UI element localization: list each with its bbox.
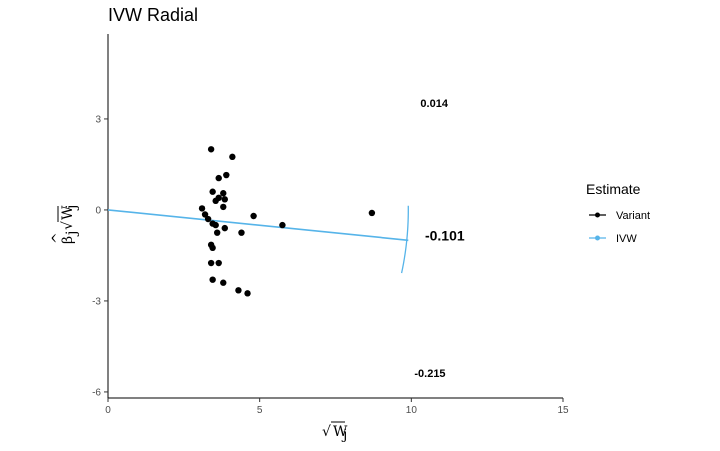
variant-point <box>207 146 215 153</box>
svg-text:√: √ <box>322 424 331 440</box>
legend-ivw-label: IVW <box>616 233 637 245</box>
variant-point <box>244 290 251 297</box>
ivw-line <box>107 209 409 242</box>
slope-annotation: -0.215 <box>414 368 445 380</box>
svg-text:j: j <box>64 231 80 237</box>
legend-variant-label: Variant <box>616 210 650 222</box>
variant-point <box>223 171 230 179</box>
tick-group: 0 5 10 15 3 0 -3 -6 <box>92 114 569 416</box>
variant-point <box>204 215 212 223</box>
variant-point <box>209 244 216 252</box>
legend: Estimate Variant IVW <box>586 181 650 245</box>
variant-point <box>207 259 215 267</box>
y-tick-label: -3 <box>92 296 101 307</box>
x-tick-label: 0 <box>105 405 111 416</box>
variant-point <box>212 221 219 229</box>
chart-title: IVW Radial <box>108 5 198 25</box>
y-tick-label: -6 <box>92 387 101 398</box>
slope-annotation: 0.014 <box>420 98 448 110</box>
variant-point <box>238 229 245 236</box>
svg-text:^: ^ <box>50 232 66 244</box>
variant-point <box>209 276 216 283</box>
svg-text:β: β <box>60 236 76 244</box>
x-tick-label: 15 <box>557 405 569 416</box>
variant-point <box>209 188 216 195</box>
variant-point <box>229 153 236 161</box>
variant-point <box>215 174 222 182</box>
variant-point <box>220 203 227 211</box>
legend-variant-marker <box>595 212 600 218</box>
variant-point <box>212 197 219 205</box>
variant-point <box>235 287 242 294</box>
variant-point <box>214 229 221 236</box>
svg-text:√: √ <box>60 221 76 230</box>
y-tick-label: 3 <box>95 114 101 125</box>
variant-point <box>279 221 286 229</box>
variant-point <box>201 211 209 218</box>
annotations: 0.014 -0.101 -0.215 <box>414 98 465 380</box>
variant-point <box>221 224 228 232</box>
variant-point <box>220 190 227 197</box>
legend-item-ivw: IVW <box>589 233 637 245</box>
svg-text:j: j <box>64 205 80 211</box>
y-axis-title: β ^ j √ W j <box>50 205 80 244</box>
variant-point <box>198 205 206 212</box>
y-tick-label: 0 <box>95 205 101 216</box>
variant-point <box>220 279 227 286</box>
variant-points <box>198 146 376 297</box>
axes <box>107 34 563 399</box>
ivw-line-group <box>107 209 409 242</box>
x-axis-title: √ W j <box>322 421 348 443</box>
x-tick-label: 10 <box>406 405 418 416</box>
svg-text:W: W <box>60 205 76 220</box>
variant-point <box>368 209 376 217</box>
x-tick-label: 5 <box>257 405 263 416</box>
svg-text:j: j <box>341 427 347 443</box>
legend-ivw-marker <box>595 235 600 241</box>
variant-point <box>215 259 222 267</box>
slope-annotation: -0.101 <box>425 227 465 243</box>
legend-item-variant: Variant <box>589 210 650 222</box>
legend-title: Estimate <box>586 181 641 197</box>
variant-point <box>250 212 257 220</box>
svg-text:W: W <box>333 424 348 440</box>
variant-point <box>221 196 228 203</box>
